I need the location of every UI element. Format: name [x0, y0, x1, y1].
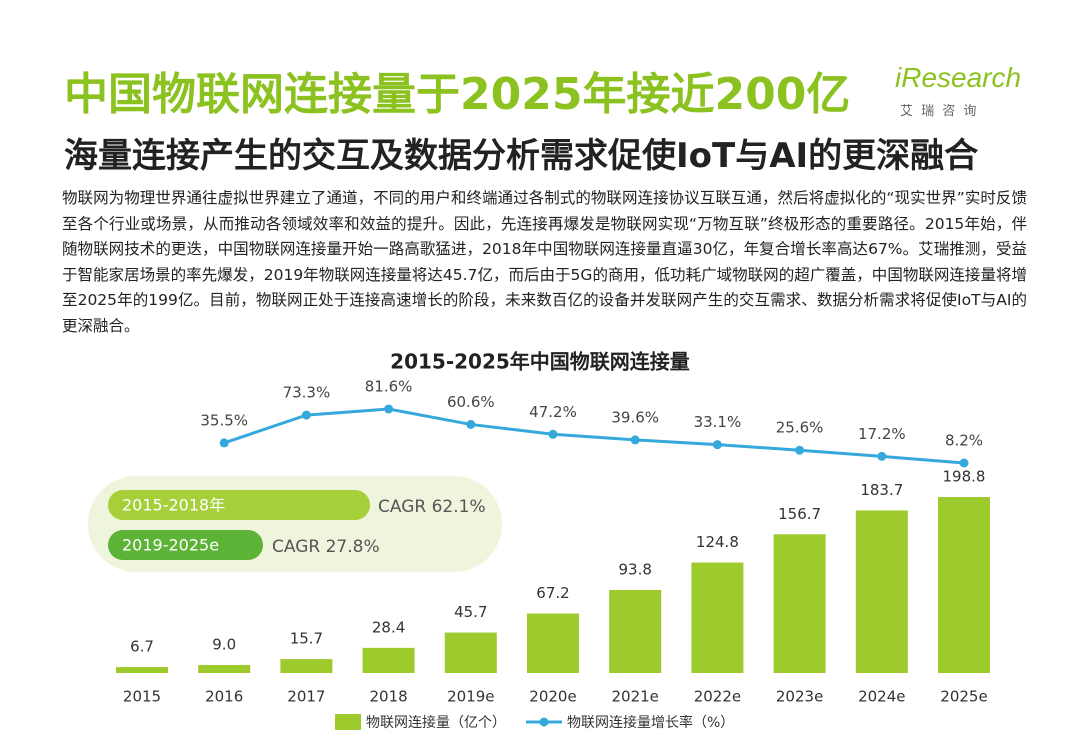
line-point [384, 404, 394, 414]
data-label: 25.6% [776, 419, 824, 437]
data-label: 8.2% [945, 432, 983, 450]
x-tick-label: 2018 [370, 688, 408, 706]
bar [938, 497, 990, 673]
line-point [219, 438, 229, 448]
data-label: 198.8 [943, 468, 986, 486]
data-label: 6.7 [130, 638, 154, 656]
x-tick-label: 2016 [205, 688, 243, 706]
bar [362, 647, 415, 673]
data-label: 9.0 [212, 636, 236, 654]
data-label: 28.4 [372, 618, 405, 636]
x-tick-label: 2024e [858, 688, 905, 706]
bar [116, 667, 168, 673]
line-point [548, 429, 558, 439]
legend-swatch [335, 714, 361, 730]
data-label: 93.8 [618, 560, 651, 578]
body-text: 物联网为物理世界通往虚拟世界建立了通道，不同的用户和终端通过各制式的物联网连接协… [62, 189, 1027, 335]
data-label: 67.2 [536, 584, 569, 602]
line-point [712, 440, 722, 450]
x-tick-label: 2025e [940, 688, 987, 706]
cagr-text: CAGR 62.1% [378, 497, 486, 517]
data-label: 15.7 [290, 630, 323, 648]
data-label: 81.6% [365, 377, 413, 395]
subtitle: 海量连接产生的交互及数据分析需求促使IoT与AI的更深融合 [64, 136, 979, 176]
x-tick-label: 2022e [694, 688, 741, 706]
title: 中国物联网连接量于2025年接近200亿 [64, 69, 851, 120]
line-point [466, 419, 476, 429]
bar [444, 632, 497, 673]
line-point [630, 435, 640, 445]
legend-label: 物联网连接量增长率（%） [567, 714, 734, 731]
cagr-period: 2015-2018年 [122, 496, 225, 515]
x-tick-label: 2021e [611, 688, 658, 706]
legend-label: 物联网连接量（亿个） [366, 714, 506, 731]
bar [691, 562, 744, 673]
data-label: 45.7 [454, 603, 487, 621]
bar [280, 659, 333, 673]
logo-sub: 艾 瑞 咨 询 [900, 104, 979, 119]
x-tick-label: 2019e [447, 688, 494, 706]
bar [527, 613, 579, 673]
line-point [877, 451, 887, 461]
data-label: 39.6% [611, 408, 659, 426]
data-label: 33.1% [694, 413, 742, 431]
bar [609, 589, 662, 673]
x-tick-label: 2015 [123, 688, 161, 706]
bar [855, 510, 908, 673]
line-point [959, 458, 969, 468]
line [223, 407, 965, 465]
logo: iResearch [895, 62, 1022, 93]
data-label: 156.7 [778, 505, 821, 523]
data-label: 73.3% [283, 384, 331, 402]
bar [773, 534, 826, 673]
cagr-text: CAGR 27.8% [272, 537, 380, 557]
x-tick-label: 2020e [529, 688, 576, 706]
x-tick-label: 2023e [776, 688, 823, 706]
data-label: 124.8 [696, 533, 739, 551]
line-point [301, 410, 311, 420]
cagr-pill [108, 530, 263, 560]
data-label: 35.5% [200, 411, 248, 429]
cagr-period: 2019-2025e [122, 536, 219, 555]
x-tick-label: 2017 [287, 688, 325, 706]
data-label: 60.6% [447, 393, 495, 411]
data-label: 17.2% [858, 425, 906, 443]
data-label: 47.2% [529, 403, 577, 421]
cagr-pill [108, 490, 370, 520]
legend-swatch [539, 717, 549, 727]
bar [198, 665, 251, 673]
data-label: 183.7 [860, 481, 903, 499]
chart-title: 2015-2025年中国物联网连接量 [390, 350, 690, 374]
line-point [795, 445, 805, 455]
